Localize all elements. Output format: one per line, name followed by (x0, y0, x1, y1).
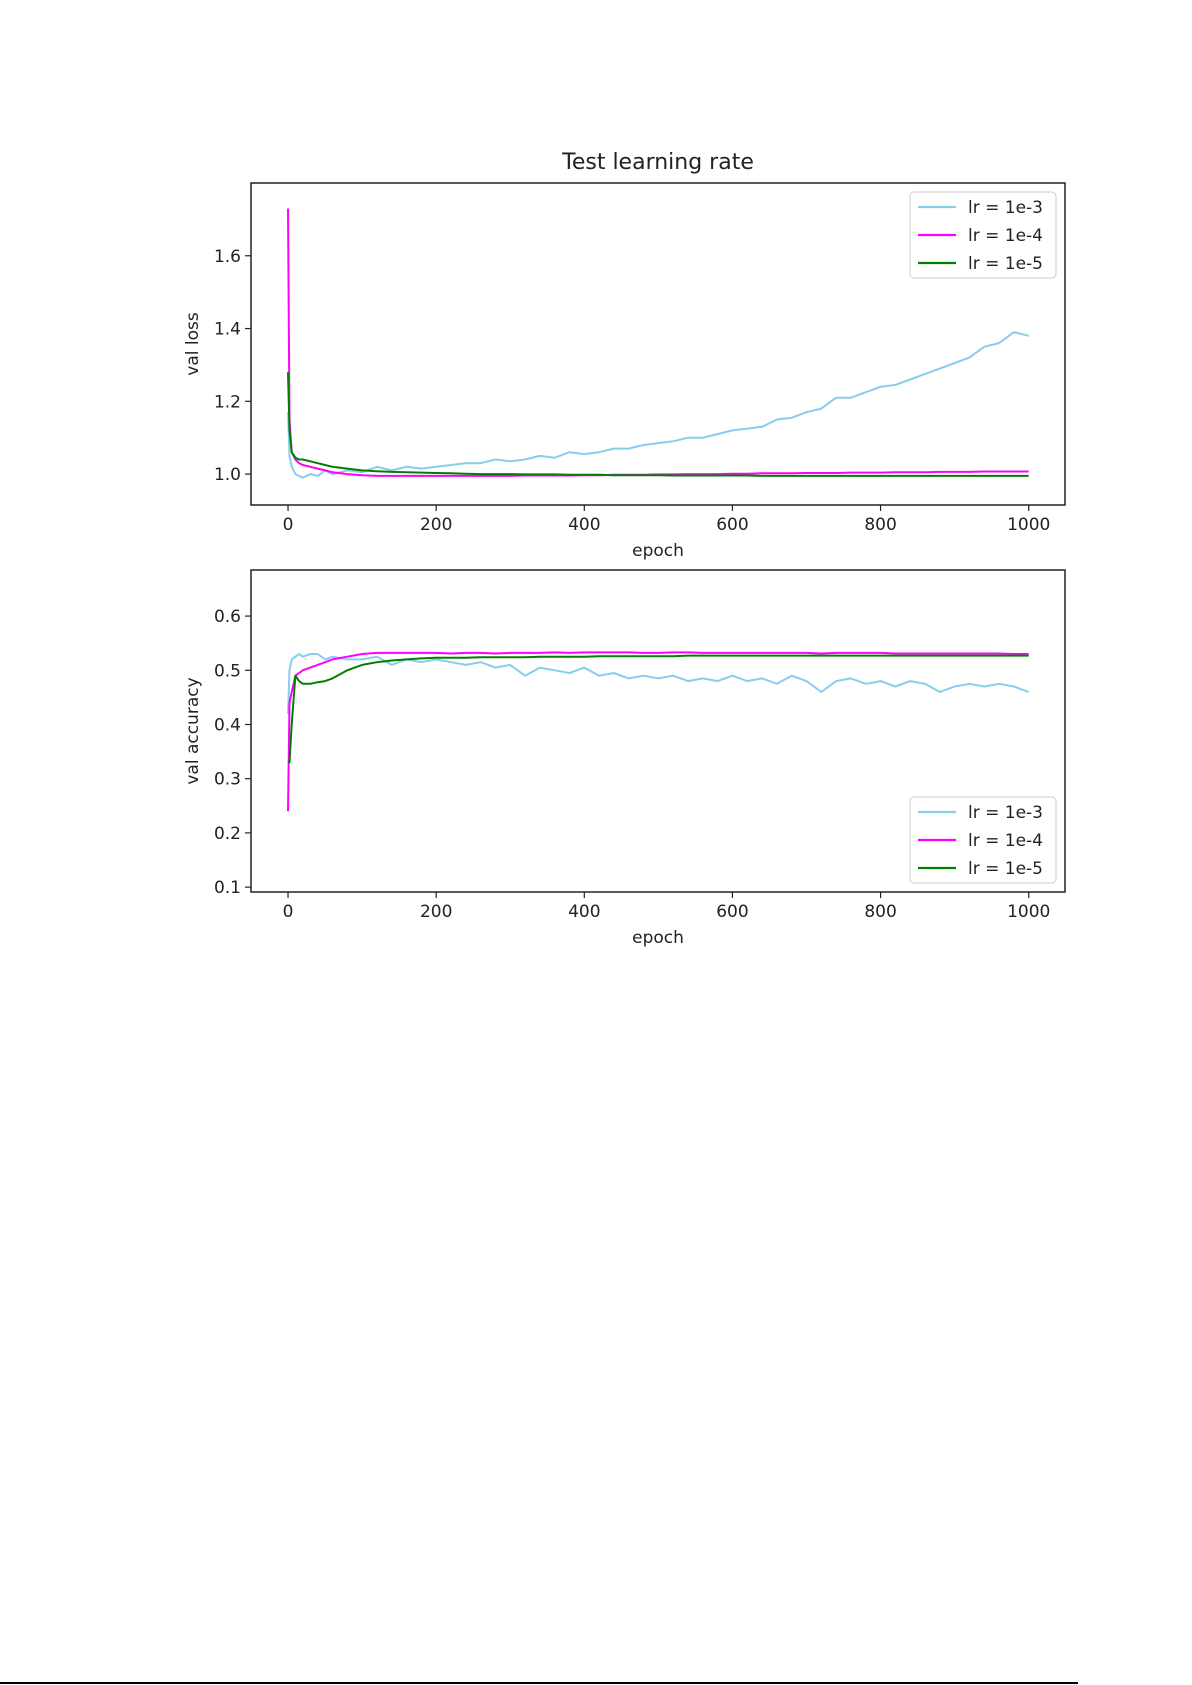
legend-label: lr = 1e-5 (968, 254, 1043, 274)
legend-label: lr = 1e-5 (968, 859, 1043, 879)
legend: lr = 1e-3 lr = 1e-4 lr = 1e-5 (909, 796, 1057, 884)
x-tick-label: 400 (568, 515, 600, 535)
x-tick-label: 1000 (1007, 515, 1050, 535)
y-axis-label: val accuracy (183, 677, 203, 784)
series-line-lr-1e-4 (287, 651, 1029, 812)
y-tick-label: 1.4 (214, 320, 241, 340)
footer-rule (0, 1682, 1078, 1684)
y-tick-label: 0.6 (214, 607, 241, 627)
y-tick-label: 0.3 (214, 770, 241, 790)
x-tick-label: 0 (283, 515, 294, 535)
series-line-lr-1e-3 (287, 653, 1030, 714)
y-tick-label: 0.4 (214, 715, 241, 735)
chart-val-accuracy: 0 200 400 600 800 1000 0.1 0.2 0.3 0.4 0.5 0.6 epoch… (183, 569, 1066, 948)
y-axis-label: val loss (183, 312, 203, 376)
x-tick-label: 800 (864, 515, 896, 535)
x-tick-label: 0 (283, 902, 294, 922)
axes-frame (250, 569, 1066, 893)
series-line-lr-1e-3 (287, 331, 1029, 479)
legend-box (909, 191, 1057, 279)
x-tick-label: 400 (568, 902, 600, 922)
series-line-lr-1e-5 (288, 654, 1029, 764)
y-tick-label: 1.2 (214, 392, 241, 412)
legend-label: lr = 1e-3 (968, 803, 1043, 823)
chart-title: Test learning rate (561, 150, 754, 175)
series-line-lr-1e-5 (287, 372, 1029, 477)
x-axis-label: epoch (632, 541, 684, 561)
x-tick-label: 200 (420, 515, 452, 535)
x-tick-label: 1000 (1007, 902, 1050, 922)
legend-label: lr = 1e-3 (968, 198, 1043, 218)
y-tick-label: 0.5 (214, 661, 241, 681)
legend-label: lr = 1e-4 (968, 226, 1043, 246)
x-tick-label: 600 (716, 902, 748, 922)
x-tick-label: 200 (420, 902, 452, 922)
legend-box (909, 796, 1057, 884)
axes-frame (250, 182, 1066, 506)
legend-label: lr = 1e-4 (968, 831, 1043, 851)
y-tick-label: 0.2 (214, 824, 241, 844)
chart-val-loss: 0 200 400 600 800 1000 1.0 1.2 1.4 1.6 epoch val lo… (183, 150, 1066, 561)
y-tick-label: 1.6 (214, 247, 241, 267)
x-tick-label: 800 (864, 902, 896, 922)
y-tick-label: 1.0 (214, 465, 241, 485)
x-axis-label: epoch (632, 928, 684, 948)
legend: lr = 1e-3 lr = 1e-4 lr = 1e-5 (909, 191, 1057, 279)
y-tick-label: 0.1 (214, 878, 241, 898)
x-tick-label: 600 (716, 515, 748, 535)
